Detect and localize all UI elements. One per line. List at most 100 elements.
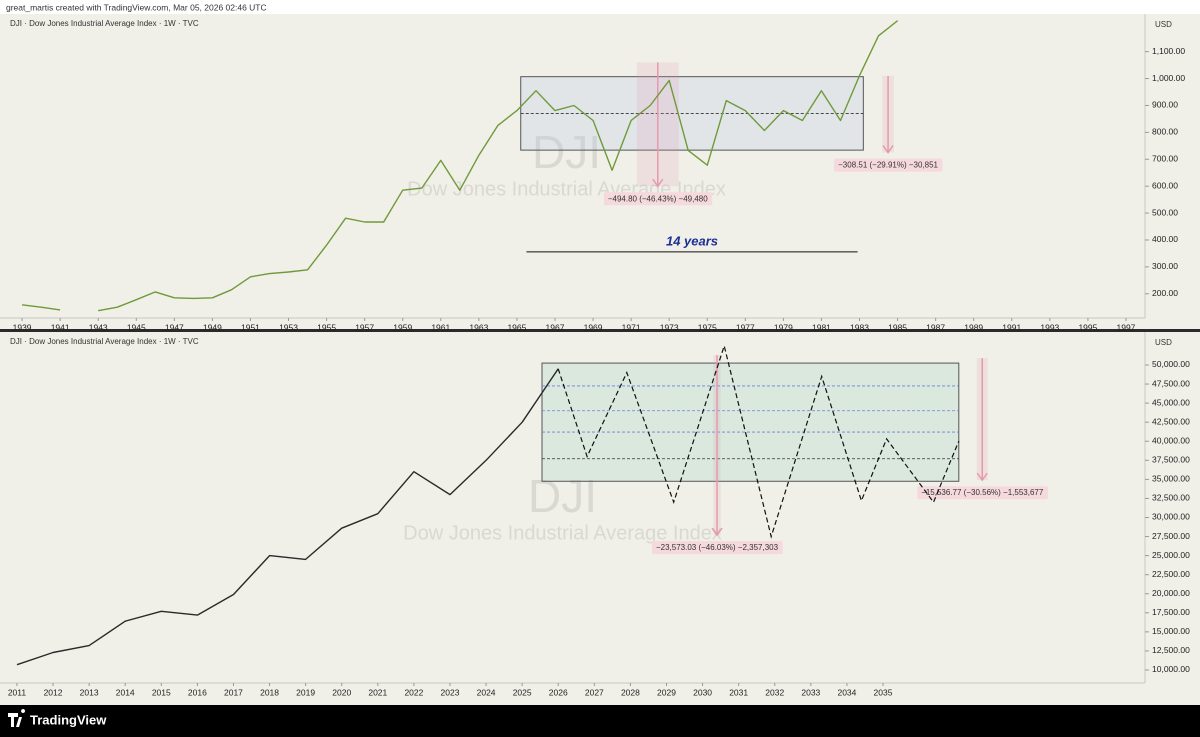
- y-tick-label: 32,500.00: [1152, 493, 1190, 503]
- x-tick-label: 2013: [80, 687, 99, 697]
- legend: DJI · Dow Jones Industrial Average Index…: [10, 19, 199, 28]
- y-tick-label: 22,500.00: [1152, 569, 1190, 579]
- price-line: [22, 20, 899, 312]
- x-tick-label: 1971: [622, 322, 641, 332]
- measure-label-bg: [603, 192, 713, 206]
- x-tick-label: 2027: [585, 687, 604, 697]
- arrow-head: [652, 178, 664, 188]
- y-tick-label: 500.00: [1152, 207, 1178, 217]
- y-tick-label: 17,500.00: [1152, 607, 1190, 617]
- panel-top: [0, 14, 1200, 330]
- legend: DJI · Dow Jones Industrial Average Index…: [10, 337, 199, 346]
- y-tick-label: 42,500.00: [1152, 416, 1190, 426]
- x-tick-label: 2021: [368, 687, 387, 697]
- y-tick-label: 10,000.00: [1152, 664, 1190, 674]
- y-tick-label: 15,000.00: [1152, 626, 1190, 636]
- x-tick-label: 2023: [441, 687, 460, 697]
- x-tick-label: 2019: [296, 687, 315, 697]
- watermark-subtitle: Dow Jones Industrial Average Index: [403, 522, 722, 544]
- x-tick-label: 1955: [317, 322, 336, 332]
- x-tick-label: 1983: [850, 322, 869, 332]
- y-tick-label: 600.00: [1152, 180, 1178, 190]
- x-tick-label: 1947: [165, 322, 184, 332]
- measure-label-bg: [834, 158, 943, 172]
- x-tick-label: 1949: [203, 322, 222, 332]
- y-tick-label: 37,500.00: [1152, 455, 1190, 465]
- x-tick-label: 1961: [431, 322, 450, 332]
- x-tick-label: 1977: [736, 322, 755, 332]
- x-tick-label: 1959: [393, 322, 412, 332]
- measure-label-bg: [651, 541, 783, 555]
- y-tick-label: 35,000.00: [1152, 474, 1190, 484]
- y-tick-label: 1,000.00: [1152, 73, 1185, 83]
- arrow-head: [882, 145, 894, 154]
- x-tick-label: 1957: [355, 322, 374, 332]
- x-tick-label: 1979: [774, 322, 793, 332]
- y-tick-label: 45,000.00: [1152, 397, 1190, 407]
- measure-label-bg: [917, 486, 1048, 500]
- y-tick-label: 800.00: [1152, 127, 1178, 137]
- header-text: great_martis created with TradingView.co…: [6, 2, 267, 12]
- x-tick-label: 2012: [44, 687, 63, 697]
- x-tick-label: 1997: [1117, 322, 1136, 332]
- x-tick-label: 1991: [1002, 322, 1021, 332]
- x-tick-label: 2016: [188, 687, 207, 697]
- x-tick-label: 2029: [657, 687, 676, 697]
- y-tick-label: 50,000.00: [1152, 359, 1190, 369]
- range-box: [541, 362, 960, 482]
- footer-brand[interactable]: TradingView: [30, 712, 107, 727]
- x-tick-label: 2034: [837, 687, 856, 697]
- x-tick-label: 1973: [660, 322, 679, 332]
- x-tick-label: 2018: [260, 687, 279, 697]
- projection-line: [557, 343, 960, 539]
- x-tick-label: 2030: [693, 687, 712, 697]
- x-tick-label: 2035: [874, 687, 893, 697]
- x-tick-label: 1953: [279, 322, 298, 332]
- y-tick-label: 12,500.00: [1152, 645, 1190, 655]
- y-tick-label: 30,000.00: [1152, 512, 1190, 522]
- x-tick-label: 1967: [546, 322, 565, 332]
- x-tick-label: 1995: [1078, 322, 1097, 332]
- measure-label: −494.80 (−46.43%) −49,480: [608, 194, 708, 203]
- footer-bar: [0, 705, 1200, 737]
- y-tick-label: 400.00: [1152, 234, 1178, 244]
- charts: DJI · Dow Jones Industrial Average Index…: [8, 19, 1190, 697]
- x-tick-label: 1981: [812, 322, 831, 332]
- currency: USD: [1155, 20, 1172, 29]
- x-tick-label: 1965: [507, 322, 526, 332]
- panel-separator: [0, 329, 1200, 332]
- watermark: DJI: [532, 126, 601, 178]
- arrow-head: [976, 472, 988, 482]
- x-tick-label: 2028: [621, 687, 640, 697]
- x-tick-label: 2025: [513, 687, 532, 697]
- x-tick-label: 1993: [1040, 322, 1059, 332]
- x-tick-label: 2033: [801, 687, 820, 697]
- measure-label: −15,536.77 (−30.56%) −1,553,677: [921, 488, 1044, 497]
- x-tick-label: 2014: [116, 687, 135, 697]
- x-tick-label: 1945: [127, 322, 146, 332]
- x-tick-label: 2020: [332, 687, 351, 697]
- x-tick-label: 2017: [224, 687, 243, 697]
- x-tick-label: 1941: [51, 322, 70, 332]
- panel-bottom: [0, 331, 1200, 705]
- x-tick-label: 1989: [964, 322, 983, 332]
- y-tick-label: 47,500.00: [1152, 378, 1190, 388]
- x-tick-label: 2011: [8, 687, 27, 697]
- y-tick-label: 700.00: [1152, 154, 1178, 164]
- watermark: DJI: [528, 470, 597, 522]
- x-tick-label: 1939: [13, 322, 32, 332]
- x-tick-label: 1951: [241, 322, 260, 332]
- x-tick-label: 2022: [404, 687, 423, 697]
- x-tick-label: 2024: [477, 687, 496, 697]
- x-tick-label: 2031: [729, 687, 748, 697]
- span-label: 14 years: [666, 233, 718, 248]
- x-tick-label: 1987: [926, 322, 945, 332]
- y-tick-label: 25,000.00: [1152, 550, 1190, 560]
- header-bar: [0, 0, 1200, 14]
- y-tick-label: 300.00: [1152, 261, 1178, 271]
- x-tick-label: 2032: [765, 687, 784, 697]
- currency: USD: [1155, 338, 1172, 347]
- measure-label: −308.51 (−29.91%) −30,851: [838, 161, 938, 170]
- x-tick-label: 2015: [152, 687, 171, 697]
